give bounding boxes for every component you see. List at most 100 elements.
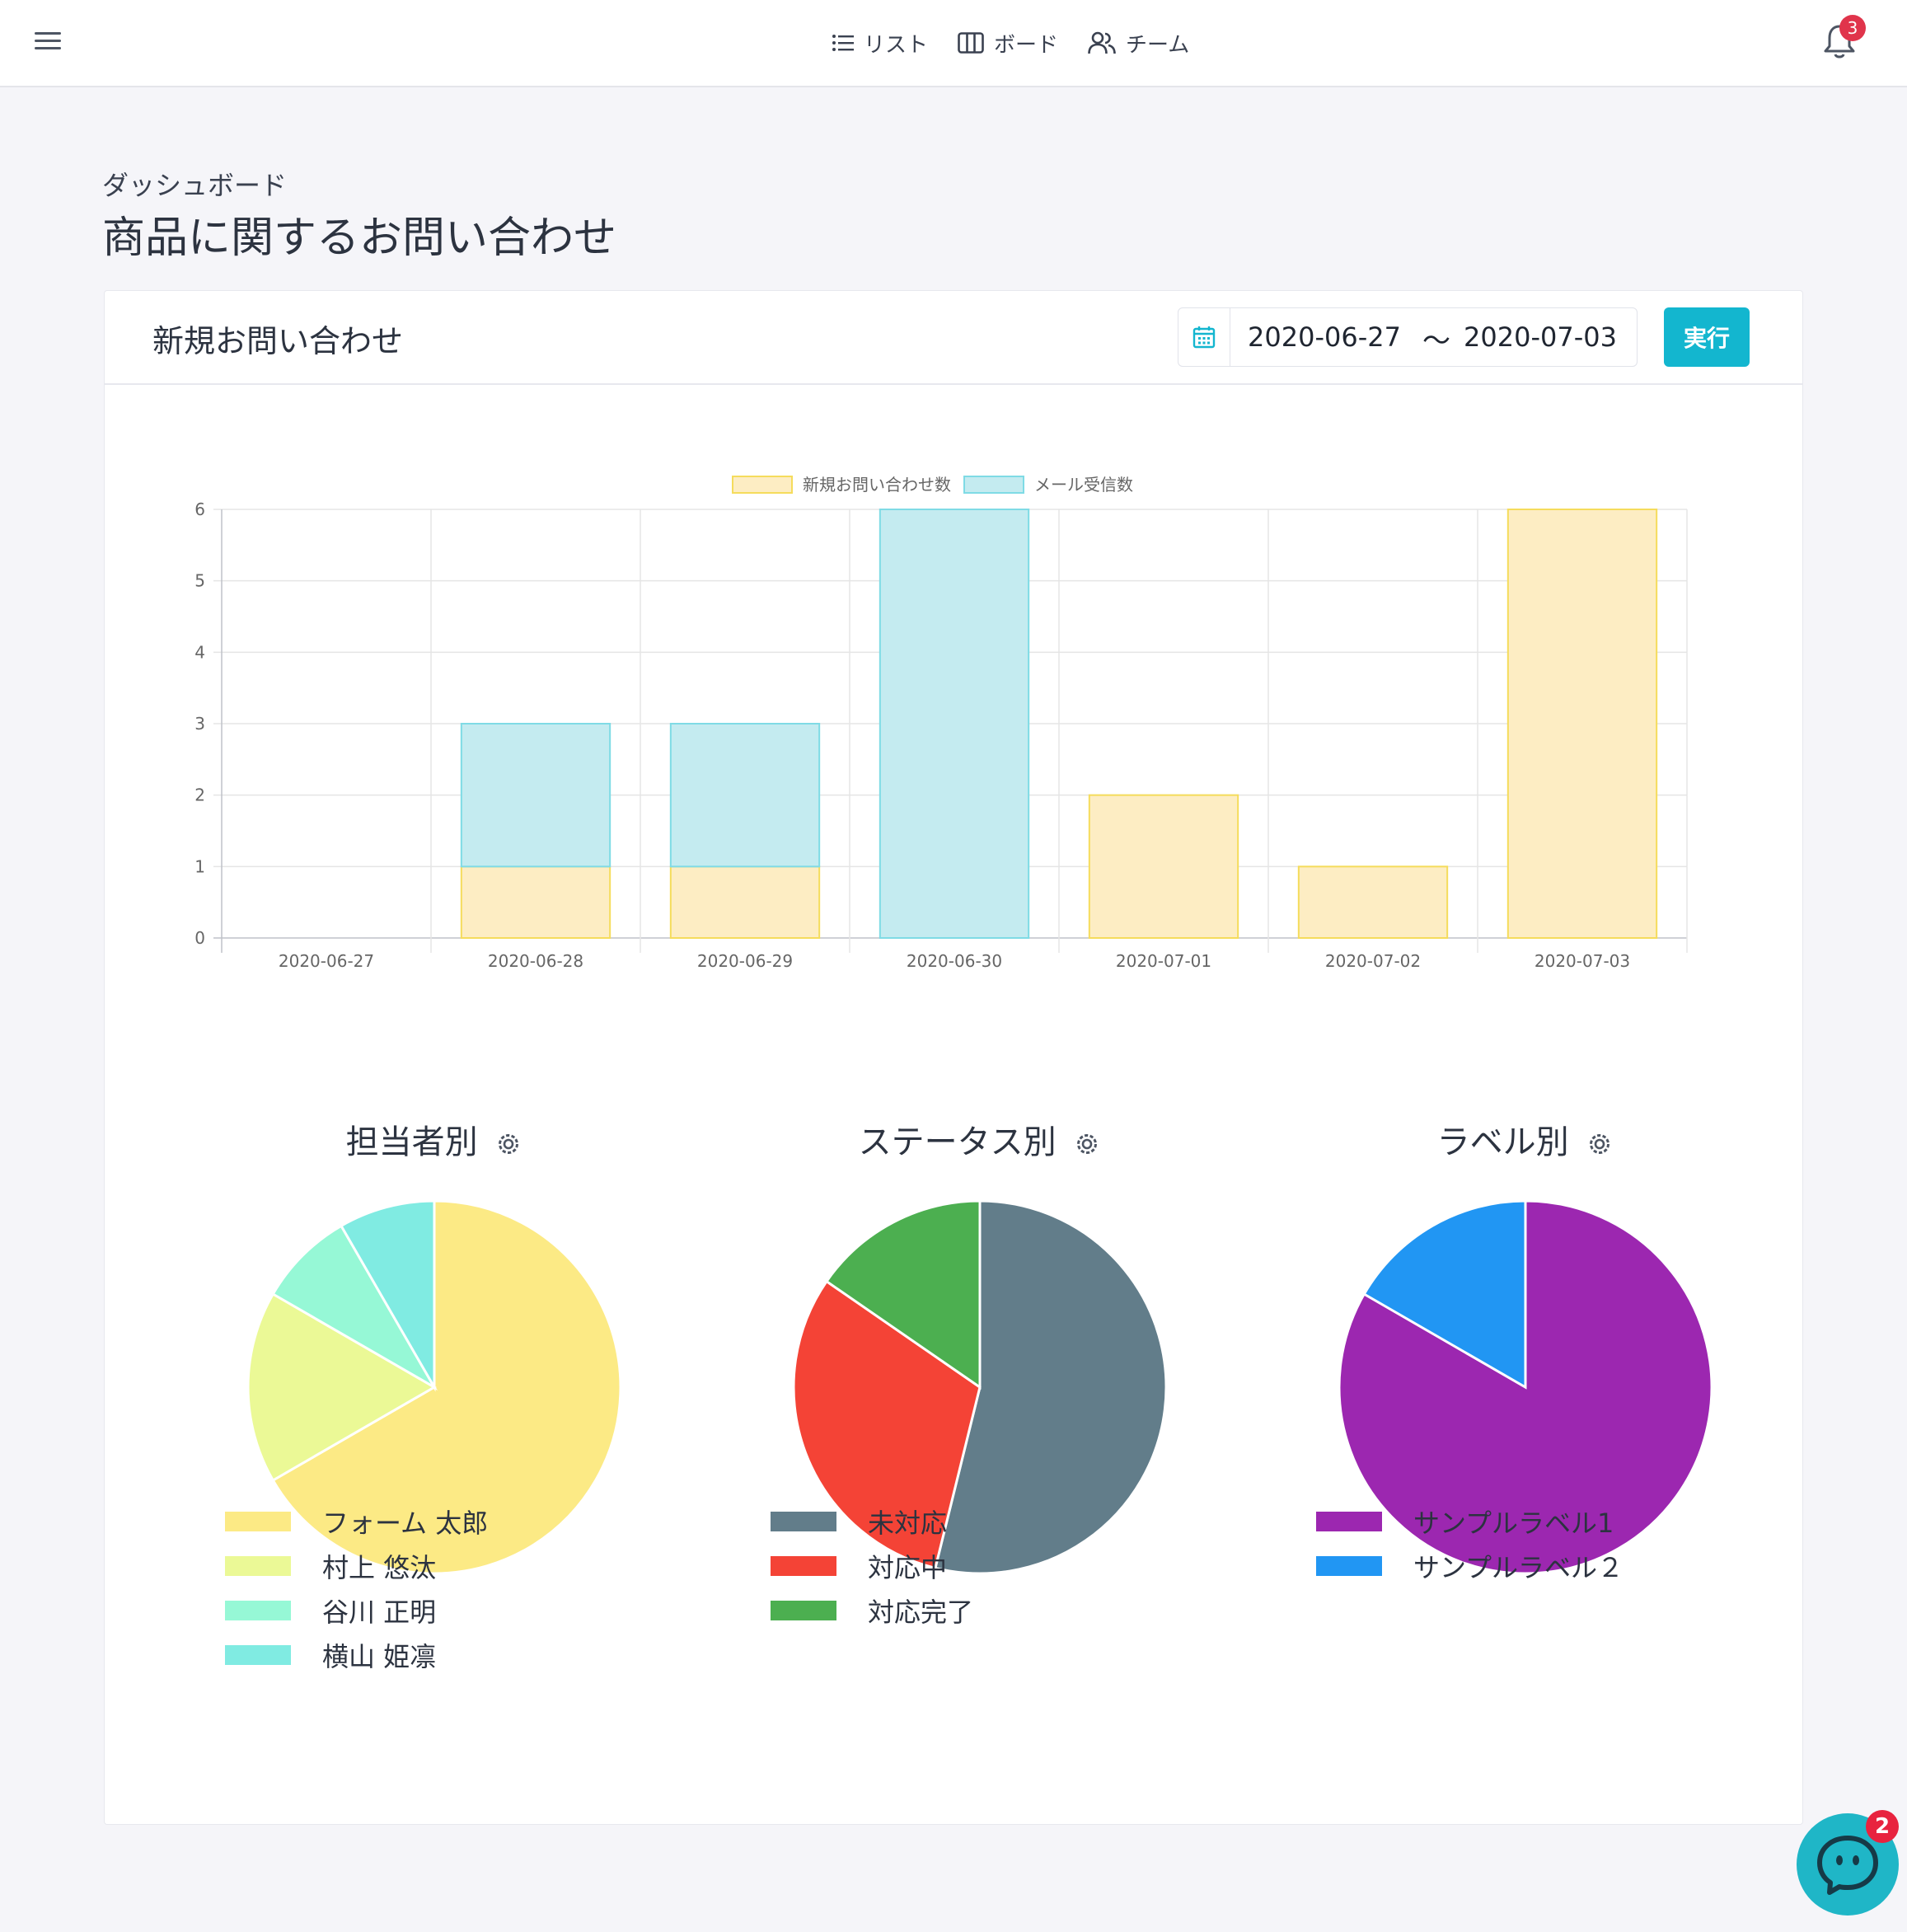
pie-chart-assignee [246,1199,622,1575]
legend-label: 村上 悠汰 [322,1552,437,1583]
legend-label: 対応完了 [868,1597,974,1628]
nav-item-label: チーム [1126,32,1190,58]
pie-slice [792,1279,982,1570]
x-tick-label: 2020-06-29 [697,951,793,971]
x-tick-label: 2020-06-27 [279,951,374,971]
legend-item[interactable]: フォーム 太郎 [225,1499,488,1544]
legend-label: フォーム 太郎 [322,1508,489,1539]
y-tick-label: 1 [194,856,205,876]
legend-item[interactable]: 未対応 [771,1499,973,1544]
legend-item[interactable]: 対応完了 [771,1588,973,1633]
legend-label: 新規お問い合わせ数 [803,475,951,495]
top-bar: リスト ボード チーム [0,0,1907,87]
legend-swatch [225,1601,291,1620]
legend-item[interactable]: 谷川 正明 [225,1588,488,1633]
pie-title-assignee: 担当者別 [162,1115,706,1163]
gear-icon[interactable] [494,1130,522,1158]
legend-swatch [225,1512,291,1531]
legend-assignee: フォーム 太郎 村上 悠汰谷川 正明横山 姫凛 [225,1499,488,1677]
x-tick-label: 2020-06-28 [488,951,583,971]
bar [460,865,611,939]
legend-swatch [225,1556,291,1576]
date-separator: 〜 [1422,325,1450,358]
team-icon [1088,31,1116,54]
calendar-icon [1192,326,1216,349]
gear-icon[interactable] [1073,1130,1101,1158]
inquiry-bar-chart: 0 1 2 3 4 5 6 2020-06-27 2020-06-28 2020-06-29 202… [194,475,1688,971]
legend-item[interactable]: 村上 悠汰 [225,1544,488,1588]
gear-icon[interactable] [1586,1130,1614,1158]
breadcrumb: ダッシュボード [102,170,288,201]
legend-swatch [963,476,1024,494]
legend-item[interactable]: サンプルラベル２ [1316,1544,1624,1588]
card-header: 新規お問い合わせ 2020-06-27 〜 2020-07-03 実行 [105,291,1802,385]
bar [1506,509,1658,939]
legend-label: 横山 姫凛 [322,1641,437,1672]
pie-title-text: ステータス別 [858,1123,1057,1161]
legend-swatch [771,1601,836,1620]
date-end-input[interactable]: 2020-07-03 [1464,321,1617,353]
page-title: 商品に関するお問い合わせ [102,213,617,263]
x-tick-label: 2020-07-03 [1535,951,1630,971]
y-tick-label: 3 [194,714,205,734]
legend-swatch [771,1556,836,1576]
pie-slice [1362,1199,1527,1390]
pie-slice [339,1199,436,1392]
x-tick-label: 2020-06-30 [907,951,1002,971]
nav-item-label: ボード [994,32,1059,58]
legend-label: サンプルラベル1 [1413,1508,1614,1539]
legend-swatch [732,476,793,494]
nav-item-list[interactable]: リスト [832,28,928,59]
date-start-input[interactable]: 2020-06-27 [1248,321,1401,353]
pie-status: ステータス別 未対応対応中対応完了 [708,1115,1252,1791]
legend-label: 谷川 正明 [322,1597,437,1628]
date-icon-box [1178,308,1230,366]
pie-chart-label [1338,1199,1713,1575]
pie-slice [824,1199,982,1390]
pie-slice [271,1199,622,1575]
pie-slice [934,1199,1168,1575]
nav-item-label: リスト [864,32,929,58]
pie-title-text: ラベル別 [1436,1123,1569,1161]
bar [669,723,821,868]
legend-label: サンプルラベル1 サンプルラベル２ [1316,1499,1624,1588]
x-tick-label: 2020-07-02 [1325,951,1421,971]
pie-title-status: ステータス別 [708,1115,1252,1163]
main-nav: リスト ボード チーム [832,23,1219,63]
y-tick-label: 4 [194,642,205,662]
card-title: 新規お問い合わせ [152,323,404,359]
x-tick-label: 2020-07-01 [1116,951,1211,971]
date-range-picker[interactable]: 2020-06-27 〜 2020-07-03 [1178,307,1638,367]
pie-label: ラベル別 サンプルラベル1 サンプルラベル２ [1253,1115,1797,1791]
legend-item[interactable]: サンプルラベル1 [1316,1499,1624,1544]
legend-swatch [1316,1512,1382,1531]
chat-badge: 2 [1866,1810,1899,1843]
legend-item[interactable]: 対応中 [771,1544,973,1588]
notification-badge: 3 [1839,15,1866,41]
legend-label: 未対応 [868,1508,948,1539]
y-tick-label: 2 [194,785,205,805]
legend-item[interactable]: 横山 姫凛 [225,1633,488,1677]
menu-icon[interactable] [33,26,66,59]
y-tick-label: 5 [194,571,205,591]
bar [1297,865,1449,939]
pie-title-text: 担当者別 [345,1123,478,1161]
nav-item-team[interactable]: チーム [1088,28,1189,59]
pie-title-label: ラベル別 [1253,1115,1797,1163]
legend-status: 未対応対応中対応完了 [771,1499,973,1633]
nav-item-board[interactable]: ボード [958,28,1058,59]
legend-label: サンプルラベル２ [1413,1552,1624,1583]
run-button[interactable]: 実行 [1664,307,1750,367]
pie-assignee: 担当者別 フォーム 太郎 村上 悠汰谷川 正明横山 姫凛 [162,1115,706,1791]
y-tick-label: 6 [194,499,205,519]
pie-chart-status [792,1199,1168,1575]
legend-swatch [1316,1556,1382,1576]
legend-label: メール受信数 [1034,475,1133,495]
legend-label: 対応中 [868,1552,948,1583]
y-tick-label: 0 [194,928,205,948]
legend-swatch [225,1645,291,1665]
chat-icon [1817,1836,1878,1895]
bar [669,865,821,939]
dashboard-card: 新規お問い合わせ 2020-06-27 〜 2020-07-03 実行 0 1 2 3… [104,290,1803,1825]
pie-slice [246,1292,438,1483]
